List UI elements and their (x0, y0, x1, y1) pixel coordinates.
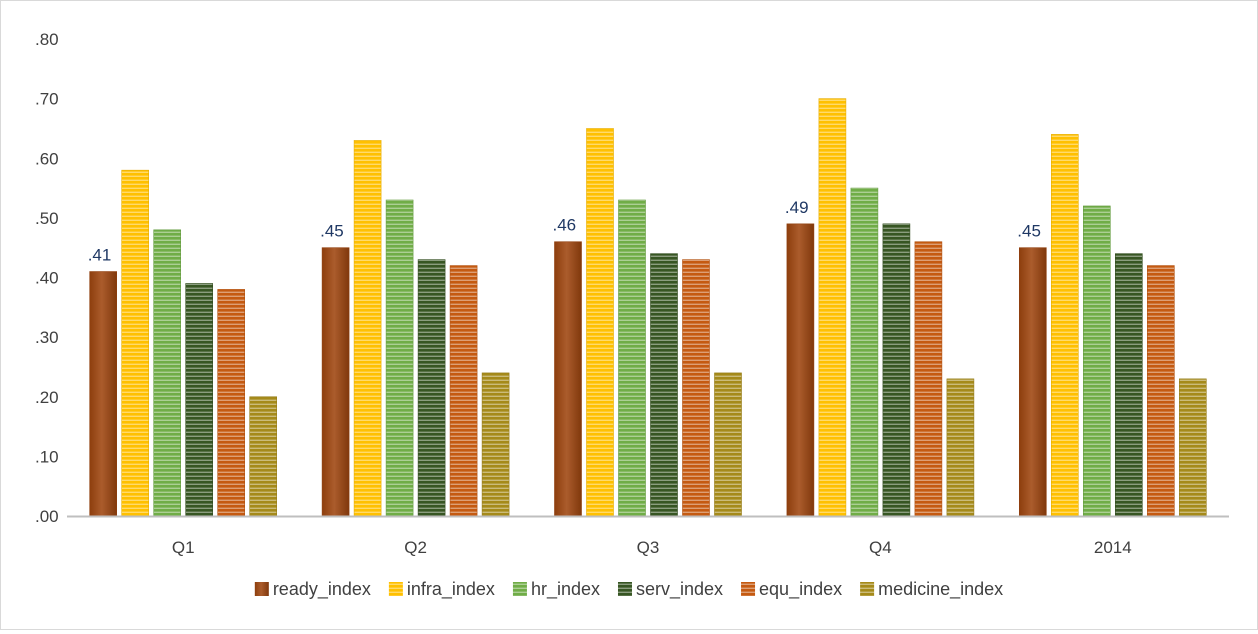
bar-infra_index-Q3 (586, 128, 614, 517)
bar-equ_index-Q1 (217, 289, 245, 517)
y-tick-label: .60 (35, 149, 59, 168)
y-tick-label: .20 (35, 388, 59, 407)
x-axis: Q1 Q2 Q3 Q4 2014 (67, 515, 1229, 557)
bar-hr_index-Q3 (618, 199, 646, 517)
y-tick-label: .30 (35, 328, 59, 347)
bar-infra_index-Q4 (818, 98, 847, 517)
bar-serv_index-Q2 (417, 259, 446, 517)
bar-hr_index-Q1 (153, 229, 181, 517)
legend-swatch (860, 582, 875, 596)
x-tick-label: Q3 (637, 538, 660, 557)
bar-hr_index-2014 (1083, 205, 1111, 517)
x-tick-label: Q1 (172, 538, 195, 557)
y-tick-label: .70 (35, 90, 59, 109)
bar-serv_index-Q4 (882, 223, 911, 517)
bars (89, 98, 1207, 517)
bar-serv_index-Q3 (650, 253, 678, 517)
y-tick-label: .40 (35, 269, 59, 288)
legend-swatch (254, 582, 269, 596)
legend-label: serv_index (636, 579, 723, 600)
data-label: .45 (320, 222, 344, 241)
bar-equ_index-Q2 (449, 265, 478, 517)
bar-infra_index-2014 (1051, 134, 1079, 517)
bar-serv_index-2014 (1115, 253, 1143, 517)
bar-ready_index-2014 (1018, 247, 1047, 517)
legend-swatch (388, 582, 403, 596)
data-label: .41 (88, 246, 112, 265)
y-tick-label: .00 (35, 507, 59, 526)
legend-item-infra_index: infra_index (388, 579, 495, 600)
legend-swatch (512, 582, 527, 596)
legend-label: infra_index (407, 579, 495, 600)
bar-equ_index-Q4 (914, 241, 943, 517)
bar-serv_index-Q1 (185, 283, 213, 517)
data-label: .45 (1017, 222, 1041, 241)
legend-item-equ_index: equ_index (741, 579, 842, 600)
legend-label: equ_index (759, 579, 842, 600)
x-tick-label: Q4 (869, 538, 892, 557)
bar-medicine_index-Q4 (946, 378, 975, 517)
bar-hr_index-Q2 (385, 199, 414, 517)
legend-label: hr_index (531, 579, 600, 600)
x-tick-label: Q2 (404, 538, 427, 557)
bar-equ_index-2014 (1147, 265, 1175, 517)
y-tick-label: .80 (35, 30, 59, 49)
bar-ready_index-Q2 (321, 247, 350, 517)
bar-ready_index-Q1 (89, 271, 117, 517)
legend-label: medicine_index (878, 579, 1003, 600)
legend-label: ready_index (273, 579, 371, 600)
bar-ready_index-Q3 (554, 241, 582, 517)
bar-ready_index-Q4 (786, 223, 815, 517)
bar-infra_index-Q2 (353, 140, 382, 517)
y-tick-label: .10 (35, 447, 59, 466)
legend-item-ready_index: ready_index (254, 579, 371, 600)
bar-infra_index-Q1 (121, 169, 149, 517)
bar-equ_index-Q3 (682, 259, 710, 517)
legend-item-medicine_index: medicine_index (860, 579, 1003, 600)
bar-medicine_index-Q3 (714, 372, 742, 517)
legend-swatch (617, 582, 632, 596)
y-tick-label: .50 (35, 209, 59, 228)
legend-item-serv_index: serv_index (617, 579, 723, 600)
x-tick-label: 2014 (1094, 538, 1132, 557)
legend-item-hr_index: hr_index (512, 579, 600, 600)
legend: ready_index infra_index hr_index serv_index… (254, 579, 1003, 600)
data-labels: .41 .45 .46 .49 .45 (88, 198, 1041, 265)
bar-medicine_index-2014 (1179, 378, 1207, 517)
y-axis: .00 .10 .20 .30 .40 .50 .60 .70 .80 (35, 30, 59, 526)
bar-medicine_index-Q2 (481, 372, 510, 517)
data-label: .46 (553, 216, 577, 235)
bar-hr_index-Q4 (850, 187, 879, 517)
bar-medicine_index-Q1 (249, 396, 277, 517)
data-label: .49 (785, 198, 809, 217)
legend-swatch (741, 582, 756, 596)
